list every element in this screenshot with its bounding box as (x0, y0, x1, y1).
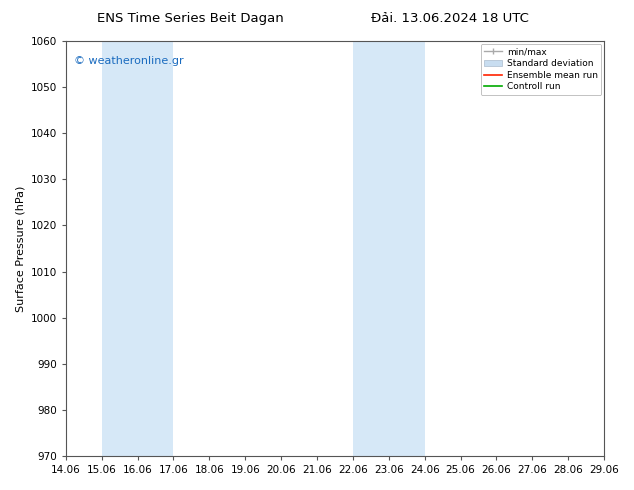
Bar (101, 41, 174, 456)
Text: Đải. 13.06.2024 18 UTC: Đải. 13.06.2024 18 UTC (371, 12, 529, 25)
Y-axis label: Surface Pressure (hPa): Surface Pressure (hPa) (15, 185, 25, 312)
Text: ENS Time Series Beit Dagan: ENS Time Series Beit Dagan (97, 12, 283, 25)
Bar (353, 41, 425, 456)
Text: © weatheronline.gr: © weatheronline.gr (74, 55, 183, 66)
Bar (604, 41, 634, 456)
Legend: min/max, Standard deviation, Ensemble mean run, Controll run: min/max, Standard deviation, Ensemble me… (481, 44, 602, 95)
